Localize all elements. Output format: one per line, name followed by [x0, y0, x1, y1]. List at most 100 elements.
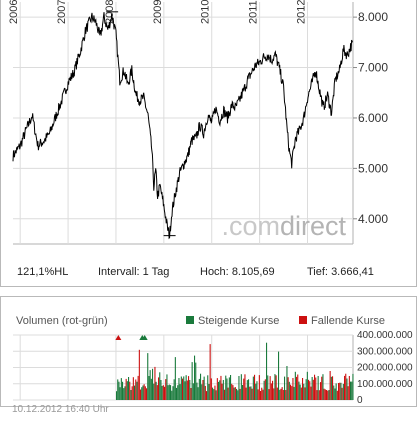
x-tick-label: 2011	[248, 0, 260, 24]
volume-bar-down	[254, 374, 256, 400]
volume-bar-down	[143, 384, 145, 400]
volume-bar-down	[264, 379, 266, 400]
volume-bar-up	[288, 381, 290, 400]
volume-bar-up	[351, 381, 353, 400]
volume-bar-up	[230, 375, 232, 400]
volume-bar-up	[120, 378, 122, 400]
volume-bar-up	[305, 379, 307, 400]
volume-bar-up	[201, 384, 203, 400]
legend-rising-label: Steigende Kurse	[198, 315, 280, 327]
volume-bar-up	[192, 383, 194, 400]
volume-bar-down	[125, 378, 127, 400]
legend-falling-label: Fallende Kurse	[311, 315, 385, 327]
volume-bar-down	[338, 383, 340, 400]
volume-bar-down	[275, 375, 277, 400]
volume-bar-up	[350, 381, 352, 400]
volume-bar-up	[306, 371, 308, 400]
x-tick-label: 2010	[200, 0, 212, 24]
volume-bar-down	[245, 387, 247, 400]
volume-bar-up	[228, 377, 230, 400]
volume-bar-up	[183, 376, 185, 400]
volume-bar-up	[266, 342, 268, 400]
low-label-text: Tief:	[307, 266, 328, 278]
volume-bar-up	[218, 381, 220, 400]
volume-bar-down	[304, 387, 306, 400]
volume-bar-down	[227, 387, 229, 400]
interval-label: Intervall: 1 Tag	[98, 266, 170, 278]
volume-bar-up	[330, 376, 332, 400]
volume-bar-up	[311, 377, 313, 400]
volume-bar-up	[168, 384, 170, 400]
volume-bar-down	[314, 374, 316, 400]
volume-bar-down	[321, 376, 323, 400]
watermark-logo: .comdirect	[221, 211, 346, 241]
volume-bar-down	[344, 375, 346, 400]
volume-bar-up	[166, 374, 168, 400]
volume-bar-up	[213, 389, 215, 400]
volume-bar-up	[237, 390, 239, 400]
volume-bar-up	[178, 378, 180, 400]
volume-bar-down	[308, 379, 310, 400]
volume-bar-up	[180, 376, 182, 400]
legend-falling: Fallende Kurse	[299, 315, 385, 327]
volume-bar-up	[233, 387, 235, 400]
volume-bar-down	[216, 378, 218, 400]
volume-bar-down	[220, 375, 222, 400]
volume-bar-up	[161, 385, 163, 400]
volume-chart: 400.000.000 300.000.000 200.000.000 100.000…	[13, 330, 413, 406]
volume-bar-up	[346, 378, 348, 400]
volume-bar-up	[203, 376, 205, 400]
volume-bar-up	[174, 357, 176, 400]
volume-bar-up	[279, 389, 281, 400]
volume-bar-up	[195, 362, 197, 400]
volume-bar-down	[285, 390, 287, 400]
volume-bar-down	[270, 383, 272, 400]
volume-bar-up	[196, 382, 198, 400]
volume-bar-up	[126, 381, 128, 400]
volume-bar-down	[332, 376, 334, 400]
volume-bar-down	[287, 377, 289, 400]
volume-bar-up	[219, 380, 221, 400]
volume-bar-down	[164, 386, 166, 400]
hl-percent: 121,1%HL	[17, 266, 69, 278]
volume-bar-up	[208, 384, 210, 400]
volume-bar-down	[297, 374, 299, 400]
volume-bar-down	[309, 381, 311, 400]
volume-bar-up	[155, 381, 157, 400]
timestamp: 10.12.2012 16:40 Uhr	[12, 404, 109, 415]
volume-bar-up	[293, 386, 295, 400]
volume-bar-up	[256, 381, 258, 400]
volume-bar-down	[186, 380, 188, 400]
legend-rising: Steigende Kurse	[186, 315, 279, 327]
volume-bar-down	[260, 391, 262, 400]
volume-bar-up	[286, 366, 288, 400]
price-line	[12, 12, 353, 240]
volume-bar-down	[129, 381, 131, 400]
volume-bar-down	[262, 389, 264, 400]
volume-bar-up	[177, 385, 179, 400]
volume-bar-up	[189, 380, 191, 400]
price-chart: 2006 2007 2008 2009 2010 2011 2012 .comdirect …	[8, 0, 388, 245]
volume-y-tick-label: 100.000.000	[357, 379, 413, 390]
volume-bar-up	[153, 383, 155, 400]
volume-bar-down	[347, 386, 349, 400]
volume-bar-up	[150, 378, 152, 400]
volume-bar-up	[119, 387, 121, 400]
volume-bar-down	[261, 387, 263, 400]
volume-bar-up	[171, 390, 173, 400]
volume-bar-up	[252, 376, 254, 400]
high-label-text: Hoch:	[200, 266, 229, 278]
volume-bar-up	[198, 378, 200, 400]
volume-bar-down	[291, 386, 293, 400]
volume-bar-up	[240, 374, 242, 400]
volume-bar-up	[191, 362, 193, 400]
volume-bar-up	[328, 390, 330, 400]
volume-bar-up	[238, 376, 240, 400]
volume-bar-up	[142, 385, 144, 400]
y-tick-label: 6.000	[358, 111, 388, 125]
volume-bar-down	[258, 375, 260, 400]
volume-bar-up	[267, 375, 269, 400]
volume-bar-down	[327, 390, 329, 400]
volume-bar-down	[162, 385, 164, 400]
volume-bar-up	[333, 385, 335, 400]
